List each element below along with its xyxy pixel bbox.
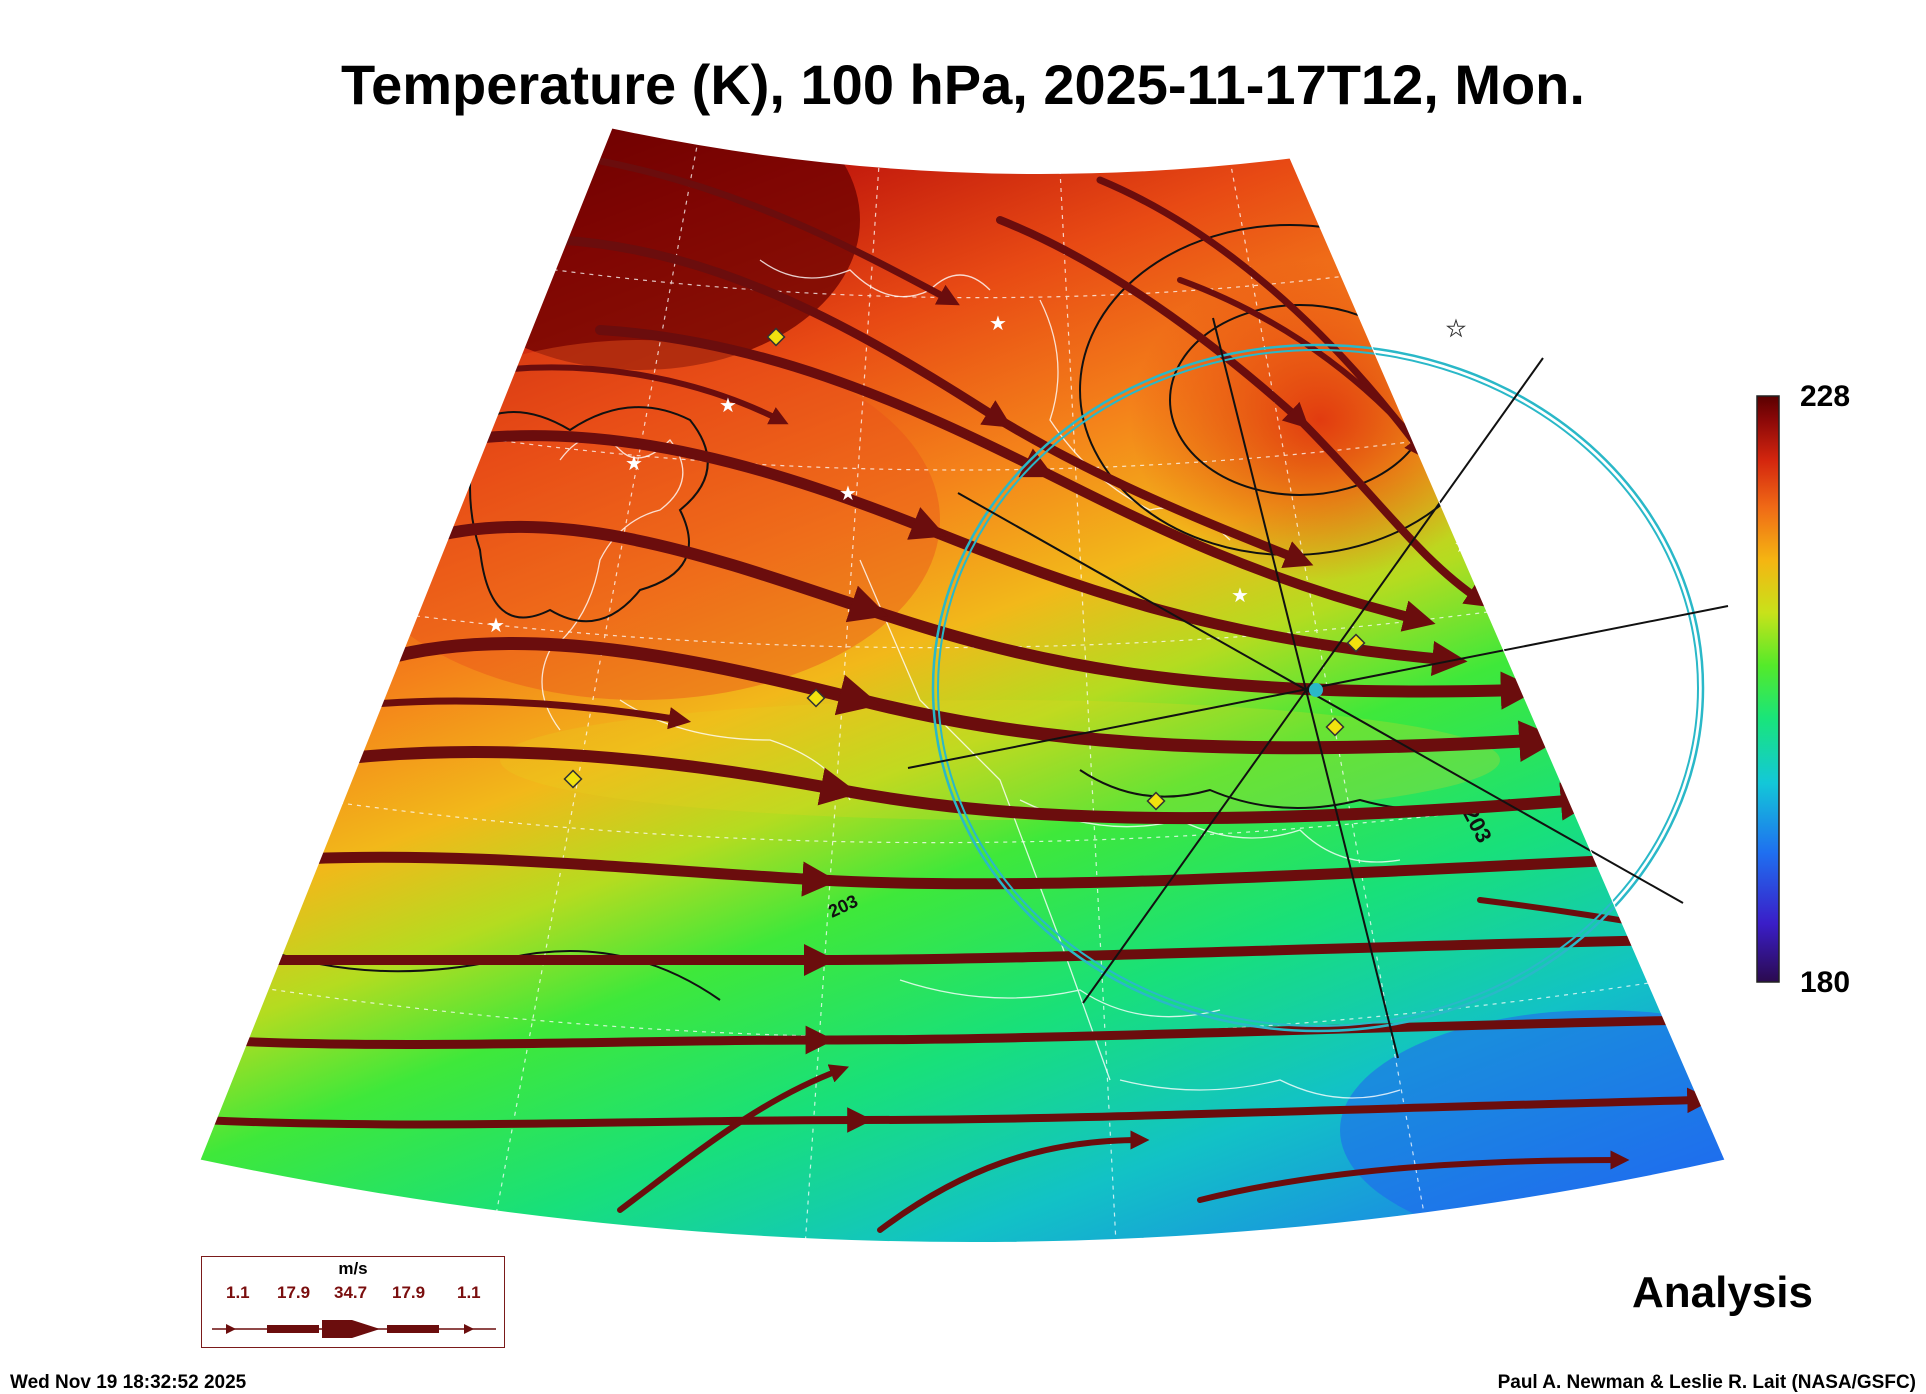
streamline (1197, 1150, 1630, 1203)
legend-value: 1.1 (226, 1283, 250, 1302)
streamline (324, 745, 1600, 825)
polar-vortex-ring (907, 317, 1729, 1059)
streamline (235, 924, 1676, 977)
timestamp: Wed Nov 19 18:32:52 2025 (10, 1372, 247, 1393)
star-outline-marker: ★ (1446, 317, 1466, 342)
star-marker: ★ (719, 393, 737, 417)
legend-value: 1.1 (457, 1283, 481, 1302)
streamline (274, 843, 1638, 897)
colorbar-min-label: 180 (1800, 966, 1851, 999)
analysis-label: Analysis (1632, 1268, 1813, 1317)
legend-arrow-scale (212, 1320, 496, 1338)
streamline (200, 1087, 1713, 1133)
star-marker: ★ (989, 311, 1007, 335)
streamline (877, 1130, 1150, 1233)
map-sector-outline (199, 127, 1726, 1243)
station-markers: ★ ★ ★ ★ ★ ★ ★ ★ (487, 311, 1472, 811)
legend-value: 17.9 (277, 1283, 311, 1302)
streamline (617, 1064, 849, 1213)
yellow-diamond-marker (1146, 791, 1166, 811)
streamline (996, 216, 1491, 608)
credit: Paul A. Newman & Leslie R. Lait (NASA/GS… (1497, 1372, 1916, 1393)
legend-value: 17.9 (392, 1283, 426, 1302)
legend-value: 34.7 (334, 1283, 368, 1302)
star-marker: ★ (625, 451, 643, 475)
star-marker: ★ (839, 481, 857, 505)
yellow-diamond-marker (1346, 633, 1366, 653)
yellow-diamond-marker (1325, 717, 1345, 737)
colorbar-max-label: 228 (1800, 380, 1851, 413)
ring-center-marker (1309, 683, 1323, 697)
star-marker: ★ (1231, 583, 1249, 607)
colorbar (1756, 395, 1780, 983)
yellow-diamond-marker (766, 327, 786, 347)
legend-unit: m/s (338, 1259, 368, 1278)
streamline (373, 636, 1561, 762)
star-marker: ★ (1454, 533, 1472, 557)
chart-title: Temperature (K), 100 hPa, 2025-11-17T12,… (341, 53, 1585, 116)
streamline (497, 364, 789, 425)
wind-speed-legend: m/s 1.1 17.9 34.7 17.9 1.1 (201, 1256, 505, 1348)
star-marker: ★ (487, 613, 505, 637)
wind-streamlines (200, 146, 1713, 1233)
yellow-diamond-marker (806, 688, 826, 708)
yellow-diamond-marker (563, 769, 583, 789)
